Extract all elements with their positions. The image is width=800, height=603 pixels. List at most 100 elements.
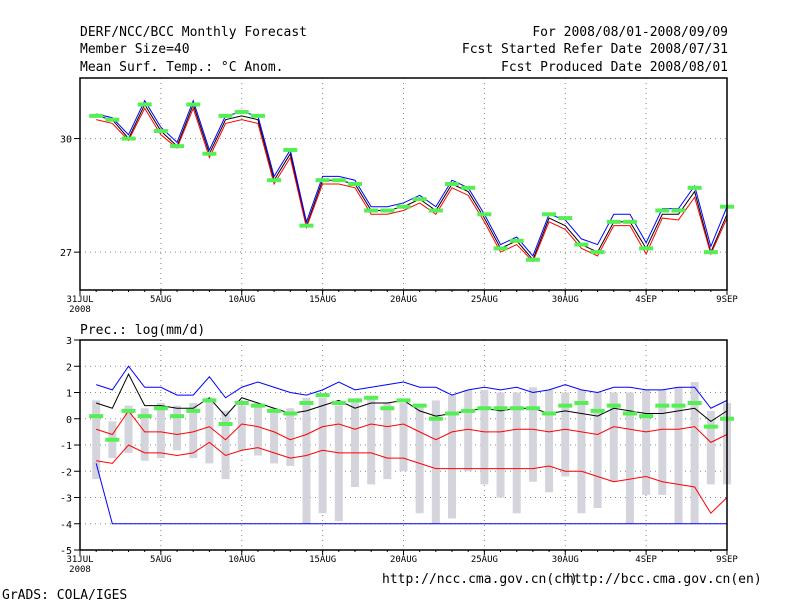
- y-tick-label: 27: [60, 248, 72, 259]
- spread-box: [561, 392, 570, 477]
- observed-mark: [89, 414, 104, 419]
- observed-mark: [461, 408, 476, 413]
- x-tick-label: 30AUG: [552, 295, 579, 305]
- spread-box: [415, 405, 424, 514]
- x-tick-label: 5AUG: [150, 555, 172, 565]
- observed-mark: [299, 223, 314, 228]
- observed-mark: [186, 408, 201, 413]
- observed-mark: [170, 414, 185, 419]
- y-tick-label: 30: [60, 135, 72, 146]
- observed-mark: [331, 401, 346, 405]
- spread-box: [448, 395, 457, 519]
- observed-mark: [558, 403, 573, 408]
- observed-mark: [347, 398, 362, 403]
- member-size: Member Size=40: [80, 42, 190, 57]
- spread-box: [156, 403, 165, 459]
- x-tick-label: 25AUG: [471, 295, 498, 305]
- observed-mark: [590, 408, 605, 413]
- observed-mark: [234, 401, 249, 405]
- y-tick-label: -2: [60, 467, 72, 478]
- observed-mark: [606, 219, 621, 224]
- variable-label: Mean Surf. Temp.: °C Anom.: [80, 60, 284, 75]
- spread-box: [302, 397, 311, 524]
- observed-mark: [428, 416, 443, 421]
- observed-mark: [315, 393, 330, 398]
- spread-box: [431, 400, 440, 524]
- spread-box: [674, 387, 683, 524]
- spread-box: [270, 408, 279, 464]
- observed-mark: [606, 403, 621, 408]
- observed-mark: [412, 403, 427, 408]
- x-tick-sublabel: 2008: [69, 565, 91, 575]
- spread-box: [690, 382, 699, 524]
- spread-box: [399, 403, 408, 472]
- series-line-min: [96, 441, 728, 515]
- observed-mark: [250, 403, 265, 408]
- series-line-upper: [96, 99, 728, 257]
- observed-mark: [396, 398, 411, 403]
- spread-box: [92, 400, 101, 480]
- observed-mark: [509, 238, 524, 243]
- observed-mark: [267, 408, 282, 413]
- series-line-lower: [96, 410, 728, 443]
- observed-mark: [121, 136, 136, 141]
- observed-mark: [509, 406, 524, 411]
- spread-box: [350, 400, 359, 487]
- x-tick-label: 31JUL: [66, 295, 93, 305]
- observed-mark: [671, 208, 686, 213]
- observed-mark: [234, 110, 249, 115]
- spread-box: [625, 392, 634, 524]
- spread-box: [334, 405, 343, 522]
- chart-title: DERF/NCC/BCC Monthly Forecast: [80, 25, 307, 40]
- series-line-lower: [96, 106, 728, 263]
- observed-mark: [396, 204, 411, 209]
- observed-mark: [622, 411, 637, 416]
- observed-mark: [364, 208, 379, 213]
- spread-box: [464, 389, 473, 472]
- observed-mark: [428, 208, 443, 213]
- spread-box: [496, 392, 505, 498]
- observed-mark: [105, 117, 120, 122]
- link-bcc[interactable]: http://bcc.cma.gov.cn(en): [566, 572, 762, 587]
- x-tick-label: 4SEP: [635, 295, 657, 305]
- spread-box: [512, 392, 521, 514]
- observed-mark: [186, 102, 201, 107]
- x-tick-label: 30AUG: [552, 555, 579, 565]
- observed-mark: [542, 212, 557, 217]
- x-tick-label: 15AUG: [309, 295, 336, 305]
- spread-box: [189, 403, 198, 459]
- forecast-started-date: Fcst Started Refer Date 2008/07/31: [461, 42, 728, 57]
- spread-box: [706, 410, 715, 485]
- x-tick-label: 20AUG: [390, 295, 417, 305]
- x-tick-sublabel: 2008: [69, 305, 91, 315]
- y-tick-label: -5: [60, 546, 72, 557]
- x-tick-label: 20AUG: [390, 555, 417, 565]
- spread-box: [383, 403, 392, 480]
- observed-mark: [574, 242, 589, 247]
- spread-box: [480, 389, 489, 485]
- y-tick-label: -3: [60, 494, 72, 505]
- y-tick-label: 1: [66, 389, 72, 400]
- y-tick-label: -1: [60, 441, 72, 452]
- spread-box: [577, 389, 586, 514]
- observed-mark: [299, 401, 314, 405]
- observed-mark: [687, 401, 702, 405]
- observed-mark: [703, 250, 718, 255]
- x-tick-label: 31JUL: [66, 555, 93, 565]
- observed-mark: [542, 411, 557, 416]
- observed-mark: [380, 406, 395, 411]
- series-line-max: [95, 463, 727, 525]
- observed-mark: [364, 395, 379, 400]
- spread-box: [237, 405, 246, 451]
- spread-box: [286, 408, 295, 466]
- y-tick-label: 3: [66, 336, 72, 347]
- series-line-upper: [96, 365, 728, 409]
- link-ncc[interactable]: http://ncc.cma.gov.cn(ch): [382, 572, 578, 587]
- forecast-produced-date: Fcst Produced Date 2008/08/01: [501, 60, 728, 75]
- observed-mark: [153, 129, 168, 133]
- observed-mark: [153, 406, 168, 411]
- x-tick-label: 15AUG: [309, 555, 336, 565]
- spread-box: [221, 410, 230, 480]
